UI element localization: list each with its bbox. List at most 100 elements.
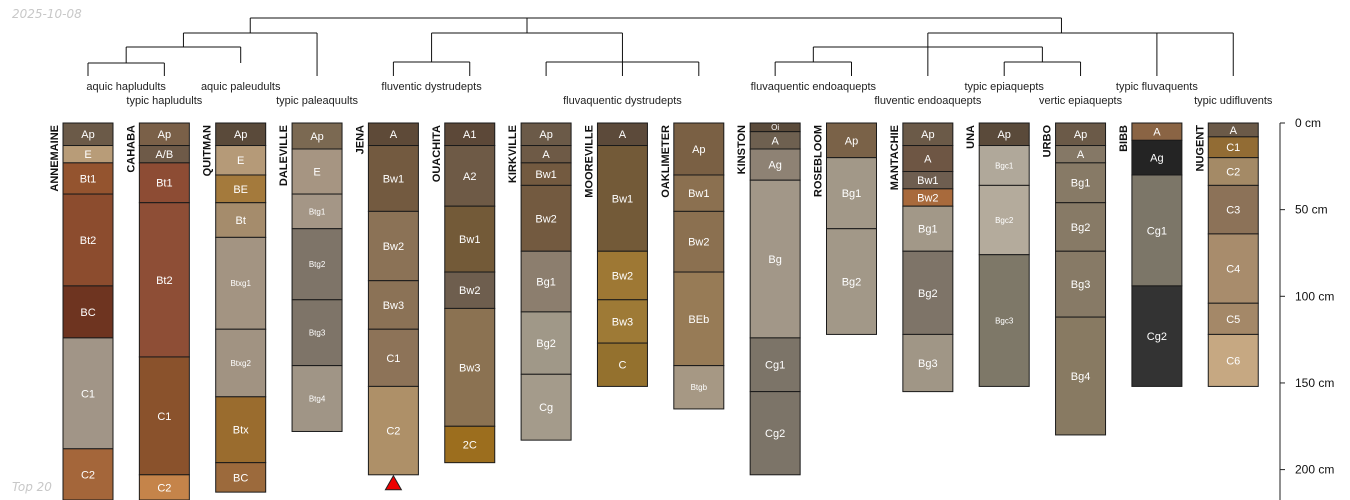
horizon-label: Bg1: [536, 277, 556, 289]
axis-tick-label: 50 cm: [1295, 203, 1328, 217]
horizon-ouachita-a2: [444, 145, 496, 207]
horizon-label: C4: [1226, 264, 1240, 276]
horizon-label: A: [542, 149, 550, 161]
horizon-nugent-c2: [1207, 157, 1259, 186]
taxon-label: fluvaquentic endoaquepts: [751, 81, 877, 93]
horizon-una-bgc3: [978, 254, 1030, 387]
horizon-label: Btg2: [309, 260, 326, 269]
horizon-quitman-be: [215, 174, 267, 204]
horizon-label: A: [619, 129, 627, 141]
profile-mooreville: A Bw1 Bw2 Bw3 C MOOREVILLE: [583, 122, 648, 387]
horizon-label: E: [313, 166, 320, 178]
profile-jena: A Bw1 Bw2 Bw3 C1 C2 JENA: [354, 122, 419, 476]
horizon-jena-c2: [367, 385, 419, 476]
horizon-label: Ag: [768, 160, 781, 172]
horizon-label: Bw3: [459, 362, 480, 374]
horizon-label: BC: [233, 472, 248, 484]
horizon-annemaine-bt1: [62, 162, 114, 195]
horizon-label: Btg4: [309, 394, 326, 403]
taxon-label: typic fluvaquents: [1116, 81, 1198, 93]
horizon-label: Ap: [234, 129, 247, 141]
horizon-bibb-cg1: [1131, 174, 1183, 287]
taxon-label: fluvaquentic dystrudepts: [563, 95, 682, 107]
horizon-mantachie-bg3: [902, 333, 954, 393]
horizon-label: A: [1077, 149, 1085, 161]
horizon-urbo-bg4: [1055, 316, 1107, 436]
horizon-label: BEb: [688, 314, 709, 326]
horizon-kirkville-bw2: [520, 184, 572, 252]
horizon-label: Btxg2: [230, 359, 251, 368]
horizon-label: Bg3: [918, 358, 938, 370]
horizon-label: Bw1: [612, 193, 633, 205]
horizon-label: Bg2: [1071, 222, 1091, 234]
horizon-label: Bw1: [459, 234, 480, 246]
profile-kinston: Oi A Ag Bg Cg1 Cg2 KINSTON: [736, 122, 801, 476]
horizon-label: Ap: [310, 131, 323, 143]
horizon-label: BC: [80, 307, 95, 319]
horizon-bibb-ag: [1131, 139, 1183, 176]
horizon-label: C2: [386, 426, 400, 438]
taxon-label: vertic epiaquepts: [1039, 95, 1123, 107]
horizon-label: C: [618, 360, 626, 372]
profile-annemaine: Ap E Bt1 Bt2 BC C1 C2 ANNEMAINE: [49, 122, 114, 500]
horizon-label: Bt2: [80, 235, 97, 247]
horizon-label: Ap: [845, 135, 858, 147]
horizon-label: C2: [157, 482, 171, 494]
horizon-label: Bg3: [1071, 279, 1091, 291]
horizon-label: Bw2: [459, 285, 480, 297]
horizon-label: C5: [1226, 314, 1240, 326]
axis-tick-label: 100 cm: [1295, 289, 1334, 303]
axis-tick-label: 0 cm: [1295, 116, 1321, 130]
horizon-kirkville-bg2: [520, 311, 572, 375]
horizon-label: A: [390, 129, 398, 141]
profile-rosebloom: Ap Bg1 Bg2 ROSEBLOOM: [813, 122, 877, 335]
dendrogram: [87, 17, 1234, 76]
taxon-label: typic paleaquults: [276, 95, 358, 107]
depth-axis: 0 cm 50 cm 100 cm 150 cm 200 cm: [1279, 116, 1334, 500]
horizon-label: Bw2: [383, 241, 404, 253]
horizon-label: A: [1230, 125, 1238, 137]
horizon-mooreville-c: [596, 342, 648, 387]
taxon-label: fluventic endoaquepts: [874, 95, 982, 107]
horizon-label: Cg1: [765, 360, 785, 372]
profile-name: KIRKVILLE: [507, 125, 519, 183]
taxon-label: typic udifluvents: [1194, 95, 1273, 107]
horizon-label: Bw1: [383, 173, 404, 185]
horizon-label: Bgc1: [995, 161, 1014, 170]
horizon-label: Ap: [539, 129, 552, 141]
horizon-mooreville-bw3: [596, 299, 648, 344]
horizon-label: A/B: [155, 149, 173, 161]
horizon-label: Bt1: [80, 173, 97, 185]
horizon-label: Btgb: [691, 383, 708, 392]
horizon-daleville-btg4: [291, 365, 343, 432]
horizon-kirkville-bg1: [520, 250, 572, 313]
horizon-label: Bg2: [842, 277, 862, 289]
profile-name: ANNEMAINE: [49, 125, 61, 192]
horizon-label: Bt2: [156, 275, 173, 287]
profile-name: MANTACHIE: [889, 125, 901, 190]
horizon-label: Ap: [997, 129, 1010, 141]
horizon-ouachita-bw3: [444, 307, 496, 427]
profile-name: KINSTON: [736, 125, 748, 174]
profile-urbo: Ap A Bg1 Bg2 Bg3 Bg4 URBO: [1042, 122, 1107, 436]
horizon-label: Bw2: [688, 237, 709, 249]
profile-name: JENA: [354, 125, 366, 154]
profile-name: DALEVILLE: [278, 125, 290, 186]
horizon-quitman-btxg2: [215, 328, 267, 398]
profile-name: CAHABA: [125, 125, 137, 173]
horizon-label: Ap: [81, 129, 94, 141]
horizon-quitman-e: [215, 145, 267, 176]
horizon-annemaine-c1: [62, 337, 114, 450]
horizon-kinston-ag: [749, 148, 801, 181]
horizon-label: C2: [81, 469, 95, 481]
profile-mantachie: Ap A Bw1 Bw2 Bg1 Bg2 Bg3 MANTACHIE: [889, 122, 954, 393]
horizon-una-bgc2: [978, 184, 1030, 256]
horizon-urbo-bg1: [1055, 162, 1107, 204]
profile-kirkville: Ap A Bw1 Bw2 Bg1 Bg2 Cg KIRKVILLE: [507, 122, 572, 441]
horizon-oaklimeter-ap: [673, 122, 725, 176]
horizon-cahaba-c2: [138, 474, 190, 500]
horizon-label: Ap: [921, 129, 934, 141]
profile-nugent: A C1 C2 C3 C4 C5 C6 NUGENT: [1194, 122, 1259, 387]
profile-name: OAKLIMETER: [660, 125, 672, 198]
